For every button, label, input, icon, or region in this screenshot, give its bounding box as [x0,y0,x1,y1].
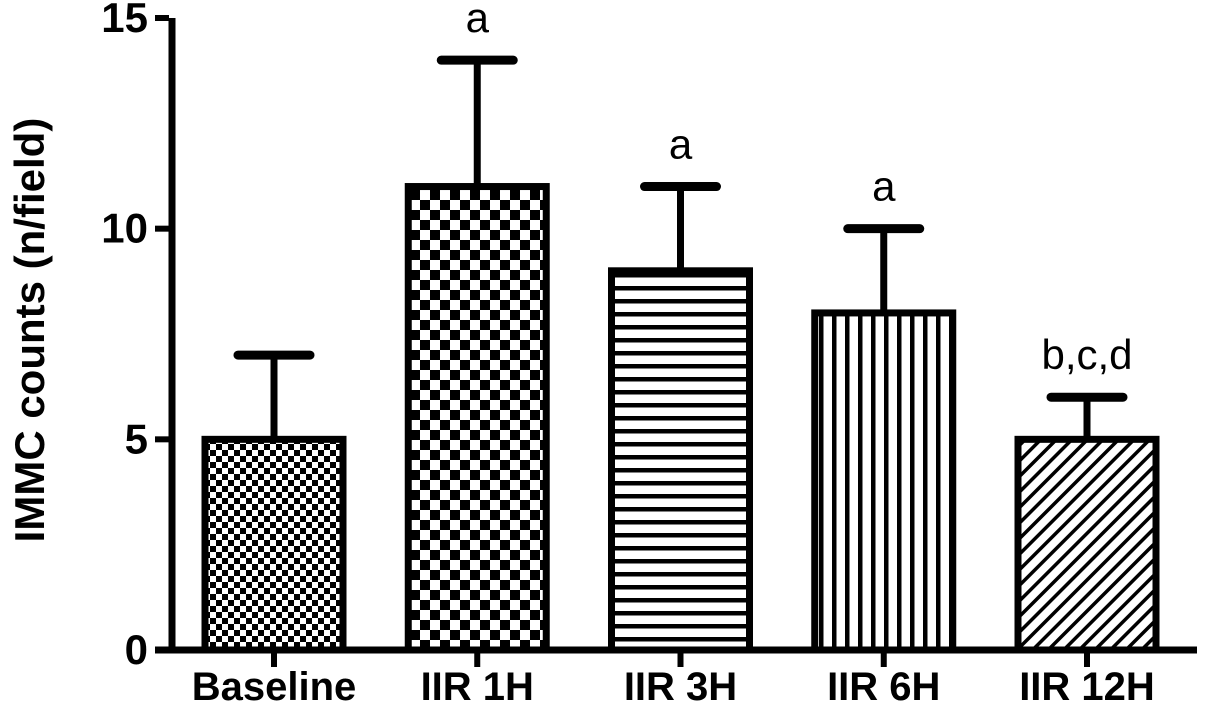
bar [608,267,753,654]
y-tick-label: 15 [101,0,148,41]
bar [201,435,347,654]
y-tick-label: 10 [101,205,148,252]
significance-label: b,c,d [1041,331,1132,378]
bar [404,183,550,654]
bar-group-baseline: Baseline [192,350,357,709]
bar-group-iir-3h: a IIR 3H [608,121,753,709]
bars-layer: Baseline a IIR 1H a IIR 3H a IIR 6H b,c,d IIR 12… [192,0,1160,709]
y-axis-title: IMMC counts (n/field) [6,118,53,543]
bar-group-iir-12h: b,c,d IIR 12H [1014,331,1160,709]
x-category-label: IIR 6H [827,665,940,709]
bar-group-iir-6h: a IIR 6H [811,163,957,709]
y-tick-label: 5 [125,415,148,462]
bar-group-iir-1h: a IIR 1H [404,0,550,709]
significance-label: a [466,0,490,41]
significance-label: a [872,163,896,210]
x-category-label: IIR 3H [624,665,737,709]
y-tick-label: 0 [125,626,148,673]
x-category-label: IIR 12H [1019,665,1155,709]
x-category-label: Baseline [192,665,357,709]
bar [811,309,957,654]
x-category-label: IIR 1H [421,665,534,709]
significance-label: a [669,121,693,168]
bar [1014,435,1160,654]
